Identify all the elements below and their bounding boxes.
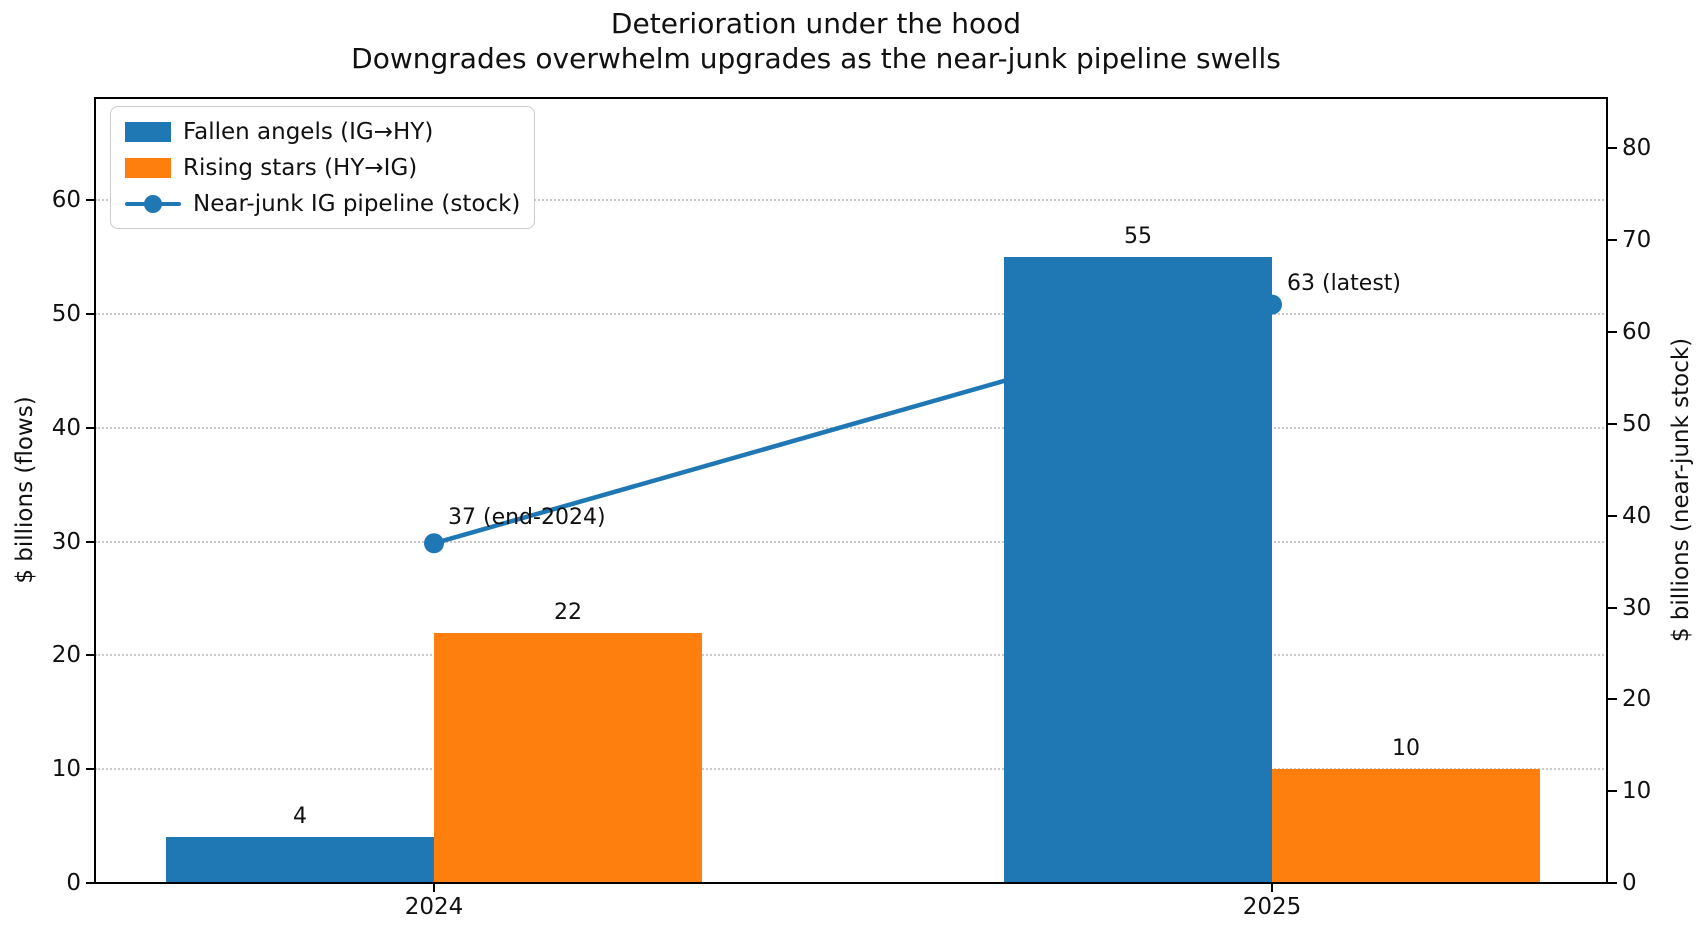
y-tick-label-right-30: 30 [1622, 594, 1652, 621]
bar-value-label: 55 [1124, 224, 1152, 250]
gridline-y-40 [95, 426, 1608, 429]
y-tick-label-left-60: 60 [51, 187, 81, 214]
bar-fallen-angels-2025 [1004, 257, 1272, 883]
line-marker-2024 [424, 533, 444, 554]
legend-item-label: Rising stars (HY→IG) [183, 154, 418, 181]
legend-item-label: Fallen angels (IG→HY) [183, 118, 434, 145]
y-tick-left-40 [86, 426, 95, 429]
y-tick-label-right-80: 80 [1622, 135, 1652, 162]
y-tick-right-0 [1608, 882, 1617, 884]
bar-value-label: 4 [293, 804, 307, 830]
line-point-label-2024: 37 (end-2024) [448, 505, 606, 531]
legend-line-marker-icon [125, 192, 181, 216]
legend-item: Fallen angels (IG→HY) [125, 116, 520, 147]
y-tick-label-right-10: 10 [1622, 778, 1652, 805]
y-tick-label-right-0: 0 [1622, 870, 1637, 896]
gridline-y-50 [95, 313, 1608, 316]
bar-value-label: 22 [554, 599, 582, 625]
y-tick-right-40 [1608, 514, 1617, 517]
y-tick-left-10 [86, 768, 95, 771]
y-tick-label-right-50: 50 [1622, 410, 1652, 437]
y-tick-right-70 [1608, 239, 1617, 242]
y-tick-right-80 [1608, 147, 1617, 150]
y-tick-left-30 [86, 540, 95, 543]
x-tick-label-2024: 2024 [404, 894, 464, 920]
chart-title: Deterioration under the hood [610, 7, 1022, 40]
bar-rising-stars-2025 [1272, 769, 1540, 883]
legend-item: Rising stars (HY→IG) [125, 152, 520, 183]
bar-rising-stars-2024 [434, 632, 702, 883]
x-tick-2024 [433, 883, 435, 892]
y-tick-label-left-30: 30 [51, 528, 81, 555]
y-tick-label-left-10: 10 [51, 756, 81, 783]
x-tick-2025 [1271, 883, 1273, 892]
y-tick-right-50 [1608, 422, 1617, 425]
line-point-label-2025: 63 (latest) [1287, 270, 1401, 296]
y-tick-right-10 [1608, 790, 1617, 793]
legend-bar-swatch-icon [125, 121, 171, 142]
chart-subtitle: Downgrades overwhelm upgrades as the nea… [351, 42, 1281, 75]
y-tick-label-left-40: 40 [51, 414, 81, 441]
y-tick-label-right-60: 60 [1622, 319, 1652, 346]
legend: Fallen angels (IG→HY) Rising stars (HY→IG… [110, 106, 536, 229]
y-tick-label-right-40: 40 [1622, 502, 1652, 529]
y-tick-label-right-70: 70 [1622, 227, 1652, 254]
gridline-y-10 [95, 768, 1608, 771]
y-tick-left-20 [86, 654, 95, 657]
bar-value-label: 10 [1392, 736, 1420, 762]
y-tick-label-left-50: 50 [51, 301, 81, 328]
y-tick-label-right-20: 20 [1622, 686, 1652, 713]
y-tick-left-0 [86, 882, 95, 884]
y-tick-right-30 [1608, 606, 1617, 609]
y-tick-label-left-0: 0 [66, 870, 81, 896]
gridline-y-20 [95, 654, 1608, 657]
gridline-y-30 [95, 540, 1608, 543]
gridline-y-60 [95, 199, 1608, 202]
y-tick-right-20 [1608, 698, 1617, 701]
bar-fallen-angels-2024 [166, 837, 434, 883]
y-tick-right-60 [1608, 331, 1617, 334]
y-tick-label-left-20: 20 [51, 642, 81, 669]
legend-bar-swatch-icon [125, 157, 171, 178]
chart-title-block: Deterioration under the hood Downgrades … [0, 6, 1632, 76]
y-tick-left-60 [86, 199, 95, 202]
y-tick-left-50 [86, 313, 95, 316]
legend-item-label: Near-junk IG pipeline (stock) [193, 190, 521, 217]
x-tick-label-2025: 2025 [1242, 894, 1302, 920]
legend-item: Near-junk IG pipeline (stock) [125, 188, 520, 219]
